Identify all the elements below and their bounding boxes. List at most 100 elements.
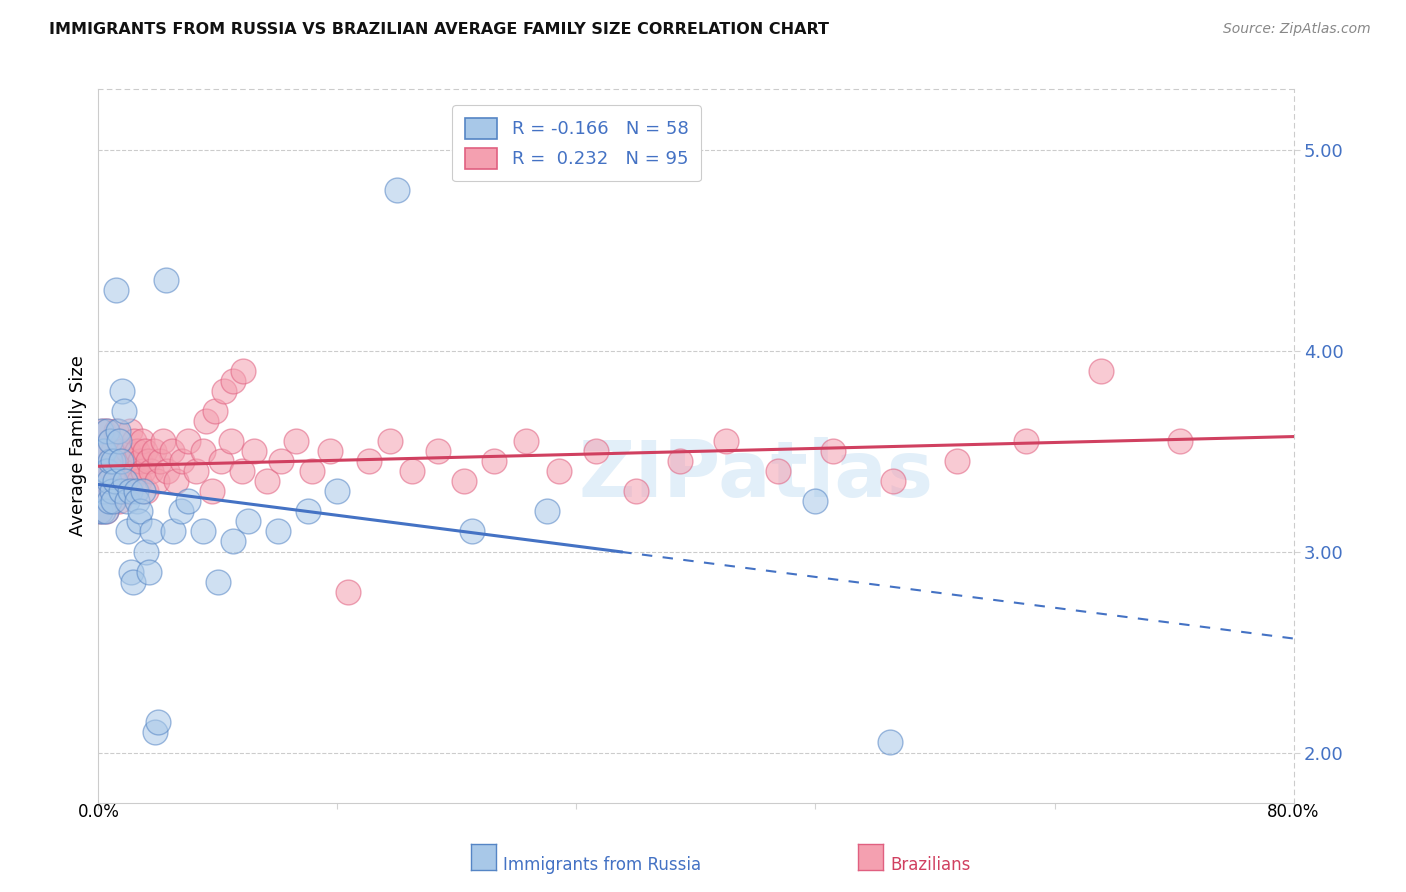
Point [201,484,224,499]
Point [93,444,115,458]
Point [111,474,134,488]
Point [668,454,690,468]
Point [129,454,152,468]
Point [114,474,136,488]
Point [112,454,135,468]
Point [129,504,152,518]
Point [222,374,245,388]
Point [172,454,194,468]
Point [110,454,132,468]
Point [111,444,134,458]
Text: Brazilians: Brazilians [890,856,970,874]
Point [105,464,128,478]
Point [98,454,122,468]
Point [357,454,380,468]
Point [221,434,243,448]
Point [165,474,187,488]
Point [515,434,537,448]
Point [132,484,155,499]
Text: Source: ZipAtlas.com: Source: ZipAtlas.com [1223,22,1371,37]
Text: 0.0%: 0.0% [77,803,120,821]
Point [108,434,131,448]
Point [121,454,143,468]
Point [131,434,153,448]
Point [135,484,157,499]
Point [135,544,157,558]
Point [336,584,359,599]
Point [127,494,149,508]
Point [91,504,114,518]
Point [90,424,112,438]
Point [107,424,129,438]
Text: ZIPatlas: ZIPatlas [578,436,934,513]
Point [97,474,120,488]
Point [138,565,160,579]
Point [103,454,125,468]
Point [90,444,112,458]
Point [124,434,146,448]
Point [96,464,118,478]
Point [90,484,112,499]
Point [101,484,124,499]
Point [155,273,177,287]
Point [143,725,166,739]
Point [105,424,128,438]
Point [89,504,111,518]
Point [128,515,150,529]
Point [125,484,148,499]
Point [194,414,218,428]
Point [461,524,484,539]
Point [231,464,253,478]
Point [145,474,167,488]
Point [110,464,132,478]
Point [169,504,191,518]
Legend: R = -0.166   N = 58, R =  0.232   N = 95: R = -0.166 N = 58, R = 0.232 N = 95 [451,105,702,181]
Point [121,574,143,589]
Point [766,464,789,478]
Point [97,494,120,508]
Point [378,434,401,448]
Point [156,464,179,478]
Point [103,454,125,468]
Point [209,454,232,468]
Point [284,434,307,448]
Point [426,444,449,458]
Point [120,474,142,488]
Point [243,444,266,458]
Point [91,424,114,438]
Point [94,504,117,518]
Point [118,424,141,438]
Point [104,474,127,488]
Point [111,384,134,398]
Point [177,434,200,448]
Point [94,474,117,488]
Point [236,515,259,529]
Point [401,464,423,478]
Point [118,484,141,499]
Y-axis label: Average Family Size: Average Family Size [69,356,87,536]
Point [136,454,159,468]
Point [484,454,506,468]
Point [105,283,128,297]
Point [94,504,117,518]
Text: Immigrants from Russia: Immigrants from Russia [503,856,702,874]
Point [96,464,118,478]
Point [107,454,129,468]
Point [114,474,136,488]
Point [191,524,214,539]
Point [453,474,475,488]
Point [90,484,112,499]
Point [101,484,124,499]
Point [104,484,127,499]
Point [94,464,117,478]
Point [134,444,156,458]
Point [232,363,254,377]
Point [267,524,290,539]
Point [385,183,409,197]
Point [301,464,323,478]
Point [125,464,148,478]
Point [103,494,125,508]
Point [160,444,183,458]
Point [120,565,142,579]
Point [127,444,149,458]
